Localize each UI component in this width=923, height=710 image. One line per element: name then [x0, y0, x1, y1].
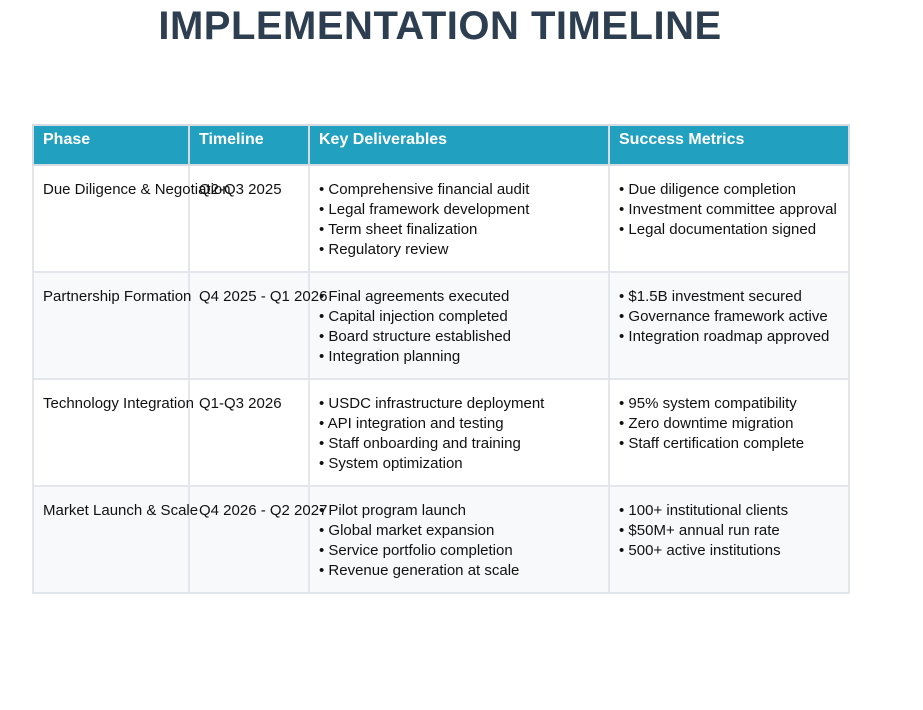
- phase-text: Partnership Formation: [43, 288, 192, 305]
- phase-cell: Market Launch & Scale: [32, 485, 198, 594]
- deliverables-list: • Final agreements executed • Capital in…: [319, 287, 599, 367]
- deliverable-item: • Capital injection completed: [319, 308, 508, 325]
- timeline-text: Q1-Q3 2026: [199, 395, 282, 412]
- metric-item: • 95% system compatibility: [619, 395, 797, 412]
- column-header-timeline: Timeline: [188, 124, 310, 166]
- deliverable-item: • Revenue generation at scale: [319, 562, 520, 579]
- metric-item: • Staff certification complete: [619, 435, 805, 452]
- phase-cell: Partnership Formation: [32, 271, 192, 380]
- deliverables-list: • USDC infrastructure deployment • API i…: [319, 394, 599, 474]
- column-header-key-deliverables: Key Deliverables: [308, 124, 610, 166]
- deliverable-item: • Term sheet finalization: [319, 221, 478, 238]
- metrics-cell: • 95% system compatibility • Zero downti…: [608, 378, 850, 487]
- deliverable-item: • Integration planning: [319, 348, 461, 365]
- deliverable-item: • Comprehensive financial audit: [319, 181, 530, 198]
- timeline-cell: Q4 2026 - Q2 2027: [188, 485, 327, 594]
- column-header-success-metrics: Success Metrics: [608, 124, 850, 166]
- deliverables-list: • Comprehensive financial audit • Legal …: [319, 180, 599, 260]
- metric-item: • Investment committee approval: [619, 201, 837, 218]
- metrics-list: • 95% system compatibility • Zero downti…: [619, 394, 839, 454]
- deliverable-item: • Service portfolio completion: [319, 542, 513, 559]
- timeline-cell: Q1-Q3 2026: [188, 378, 310, 487]
- deliverables-cell: • USDC infrastructure deployment • API i…: [308, 378, 610, 487]
- metric-item: • Integration roadmap approved: [619, 328, 830, 345]
- metrics-cell: • Due diligence completion • Investment …: [608, 164, 850, 273]
- deliverable-item: • Board structure established: [319, 328, 512, 345]
- timeline-text: Q4 2026 - Q2 2027: [199, 502, 328, 519]
- metric-item: • $50M+ annual run rate: [619, 522, 780, 539]
- deliverable-item: • Regulatory review: [319, 241, 449, 258]
- metrics-list: • 100+ institutional clients • $50M+ ann…: [619, 501, 839, 561]
- table-row: Due Diligence & Negotiation Q2-Q3 2025 •…: [32, 164, 850, 273]
- deliverable-item: • Final agreements executed: [319, 288, 510, 305]
- metrics-cell: • $1.5B investment secured • Governance …: [608, 271, 850, 380]
- metric-item: • 100+ institutional clients: [619, 502, 789, 519]
- metrics-cell: • 100+ institutional clients • $50M+ ann…: [608, 485, 850, 594]
- phase-text: Due Diligence & Negotiation: [43, 181, 231, 198]
- timeline-text: Q4 2025 - Q1 2026: [199, 288, 328, 305]
- deliverables-list: • Pilot program launch • Global market e…: [319, 501, 599, 581]
- timeline-cell: Q4 2025 - Q1 2026: [188, 271, 327, 380]
- timeline-text: Q2-Q3 2025: [199, 181, 282, 198]
- deliverables-cell: • Comprehensive financial audit • Legal …: [308, 164, 610, 273]
- phase-cell: Due Diligence & Negotiation: [32, 164, 231, 273]
- column-header-phase: Phase: [32, 124, 190, 166]
- table-row: Partnership Formation Q4 2025 - Q1 2026 …: [32, 271, 850, 380]
- table-header-row: Phase Timeline Key Deliverables Success …: [32, 124, 850, 166]
- deliverable-item: • Staff onboarding and training: [319, 435, 521, 452]
- deliverable-item: • API integration and testing: [319, 415, 504, 432]
- metric-item: • Legal documentation signed: [619, 221, 817, 238]
- deliverable-item: • System optimization: [319, 455, 463, 472]
- deliverables-cell: • Pilot program launch • Global market e…: [308, 485, 610, 594]
- metrics-list: • $1.5B investment secured • Governance …: [619, 287, 839, 347]
- deliverable-item: • Global market expansion: [319, 522, 495, 539]
- page-title: IMPLEMENTATION TIMELINE: [158, 4, 722, 48]
- phase-text: Market Launch & Scale: [43, 502, 199, 519]
- table-row: Market Launch & Scale Q4 2026 - Q2 2027 …: [32, 485, 850, 594]
- metric-item: • Zero downtime migration: [619, 415, 794, 432]
- deliverable-item: • Legal framework development: [319, 201, 530, 218]
- metric-item: • 500+ active institutions: [619, 542, 781, 559]
- phase-text: Technology Integration: [43, 395, 194, 412]
- table-row: Technology Integration Q1-Q3 2026 • USDC…: [32, 378, 850, 487]
- metrics-list: • Due diligence completion • Investment …: [619, 180, 839, 240]
- deliverable-item: • Pilot program launch: [319, 502, 466, 519]
- metric-item: • Governance framework active: [619, 308, 828, 325]
- timeline-cell: Q2-Q3 2025: [188, 164, 310, 273]
- metric-item: • Due diligence completion: [619, 181, 797, 198]
- phase-cell: Technology Integration: [32, 378, 194, 487]
- implementation-timeline-table: Phase Timeline Key Deliverables Success …: [32, 124, 850, 594]
- deliverables-cell: • Final agreements executed • Capital in…: [308, 271, 610, 380]
- metric-item: • $1.5B investment secured: [619, 288, 802, 305]
- deliverable-item: • USDC infrastructure deployment: [319, 395, 545, 412]
